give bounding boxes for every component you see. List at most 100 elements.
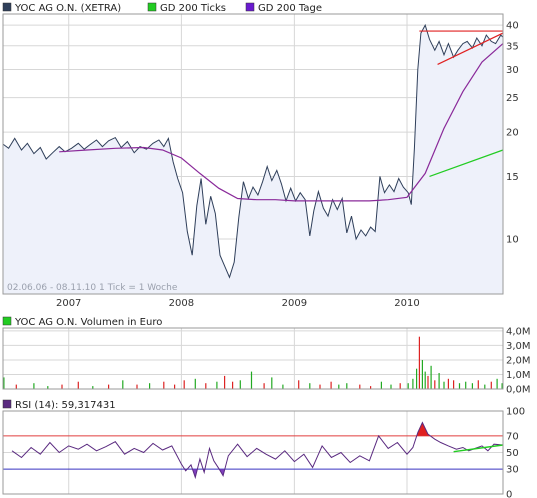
volume-bar-42 — [430, 365, 432, 389]
volume-bar-31 — [370, 386, 372, 389]
volume-legend-label: YOC AG O.N. Volumen in Euro — [14, 317, 162, 328]
rsi-y-tick-0: 0 — [506, 490, 512, 498]
volume-bar-29 — [346, 383, 348, 389]
price-legend-label: YOC AG O.N. (XETRA) — [14, 3, 121, 14]
gd-tage-legend-swatch — [245, 2, 255, 12]
volume-y-tick-1: 1,0M — [506, 370, 531, 381]
volume-frame — [2, 327, 504, 390]
volume-bar-44 — [438, 373, 440, 389]
x-tick-label-0: 2007 — [56, 298, 81, 309]
price-y-tick-0: 10 — [506, 235, 519, 246]
price-y-tick-1: 15 — [506, 172, 519, 183]
x-tick-label-1: 2008 — [169, 298, 194, 309]
volume-panel: YOC AG O.N. Volumen in Euro 0,0M 1,0M 2,0M… — [2, 316, 531, 396]
volume-bar-13 — [183, 380, 185, 389]
x-tick-label-2: 2009 — [282, 298, 307, 309]
volume-y-axis: 0,0M 1,0M 2,0M 3,0M 4,0M — [506, 326, 531, 395]
rsi-lines — [11, 421, 504, 480]
volume-bar-11 — [163, 381, 165, 389]
trend-line-1 — [437, 32, 504, 66]
volume-bar-2 — [33, 383, 35, 389]
volume-bar-9 — [136, 384, 138, 389]
price-y-axis: 10 15 20 25 30 35 40 — [506, 21, 519, 246]
volume-bar-37 — [416, 368, 418, 389]
volume-bar-33 — [390, 384, 392, 389]
volume-bar-26 — [319, 384, 321, 389]
volume-bar-51 — [477, 380, 479, 389]
volume-bar-36 — [412, 378, 414, 389]
volume-bar-4 — [61, 384, 63, 389]
volume-bar-12 — [174, 384, 176, 389]
gd-ticks-legend-swatch — [147, 2, 157, 12]
volume-bar-45 — [443, 381, 445, 389]
volume-bar-15 — [205, 383, 207, 389]
price-y-tick-4: 30 — [506, 65, 519, 76]
volume-bar-0 — [3, 377, 5, 389]
volume-bar-32 — [380, 381, 382, 389]
price-y-tick-2: 20 — [506, 128, 519, 139]
volume-bar-55 — [501, 383, 503, 389]
volume-bar-54 — [496, 378, 498, 389]
gd-ticks-legend-label: GD 200 Ticks — [160, 3, 226, 14]
rsi-panel: RSI (14): 59,317431 0 30 50 70 100 — [2, 399, 525, 498]
volume-bar-23 — [282, 384, 284, 389]
volume-bar-19 — [239, 380, 241, 389]
volume-bar-35 — [407, 383, 409, 389]
volume-bars — [3, 336, 503, 389]
rsi-y-tick-2: 50 — [506, 448, 519, 459]
volume-bar-18 — [232, 381, 234, 389]
volume-bar-16 — [216, 381, 218, 389]
price-frame — [2, 13, 504, 295]
volume-bar-48 — [458, 383, 461, 389]
gd-200-tage-line — [59, 43, 504, 202]
volume-bar-20 — [250, 371, 253, 389]
rsi-y-tick-3: 70 — [506, 431, 519, 442]
volume-bar-1 — [15, 384, 17, 389]
volume-y-tick-0: 0,0M — [506, 385, 531, 396]
x-axis: 2007 2008 2009 2010 — [56, 298, 420, 309]
volume-bar-52 — [484, 384, 486, 389]
rsi-grid — [3, 411, 503, 494]
rsi-y-tick-1: 30 — [506, 465, 519, 476]
volume-bar-41 — [427, 375, 429, 389]
price-panel: 10 15 20 25 30 35 40 02.06.06 - 08.11.10 1 Tic… — [2, 13, 519, 295]
volume-bar-21 — [263, 383, 265, 389]
volume-bar-49 — [465, 381, 467, 389]
volume-bar-50 — [471, 383, 473, 389]
x-tick-label-3: 2010 — [394, 298, 419, 309]
gd-tage-legend-label: GD 200 Tage — [258, 3, 322, 14]
volume-bar-22 — [271, 377, 273, 389]
volume-bar-14 — [194, 378, 196, 389]
rsi-line — [11, 421, 504, 480]
volume-bar-7 — [108, 384, 110, 389]
volume-bar-38 — [418, 336, 420, 389]
rsi-frame — [2, 410, 504, 495]
volume-bar-43 — [434, 380, 436, 389]
rsi-y-tick-4: 100 — [506, 407, 525, 418]
volume-bar-24 — [298, 380, 300, 389]
volume-bar-28 — [338, 384, 340, 389]
price-legend-swatch — [2, 2, 12, 12]
volume-bar-53 — [490, 381, 492, 389]
volume-bar-30 — [359, 384, 361, 389]
volume-bar-27 — [330, 381, 332, 389]
volume-bar-3 — [47, 386, 49, 389]
volume-bar-17 — [224, 375, 226, 389]
volume-bar-34 — [399, 383, 401, 389]
price-line — [2, 23, 504, 279]
rsi-y-axis: 0 30 50 70 100 — [506, 407, 525, 498]
volume-y-tick-4: 4,0M — [506, 326, 531, 337]
volume-bar-25 — [309, 383, 311, 389]
volume-bar-47 — [453, 380, 455, 389]
volume-bar-39 — [421, 360, 423, 389]
price-y-tick-5: 35 — [506, 41, 519, 52]
rsi-legend-swatch — [2, 399, 12, 409]
price-y-tick-3: 25 — [506, 93, 519, 104]
price-overlays — [2, 23, 504, 279]
volume-y-tick-2: 2,0M — [506, 356, 531, 367]
price-area — [3, 25, 503, 294]
volume-bar-5 — [77, 381, 79, 389]
rsi-legend-label: RSI (14): 59,317431 — [15, 400, 116, 411]
volume-legend-swatch — [2, 316, 12, 326]
